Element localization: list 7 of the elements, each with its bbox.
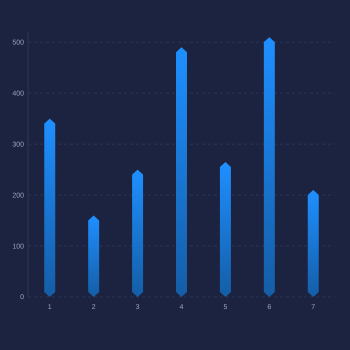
bar xyxy=(176,47,187,297)
bar xyxy=(264,37,275,297)
bar xyxy=(220,162,231,297)
bar xyxy=(88,215,100,297)
bar xyxy=(308,190,319,297)
bar xyxy=(44,118,56,297)
bar xyxy=(132,170,144,297)
